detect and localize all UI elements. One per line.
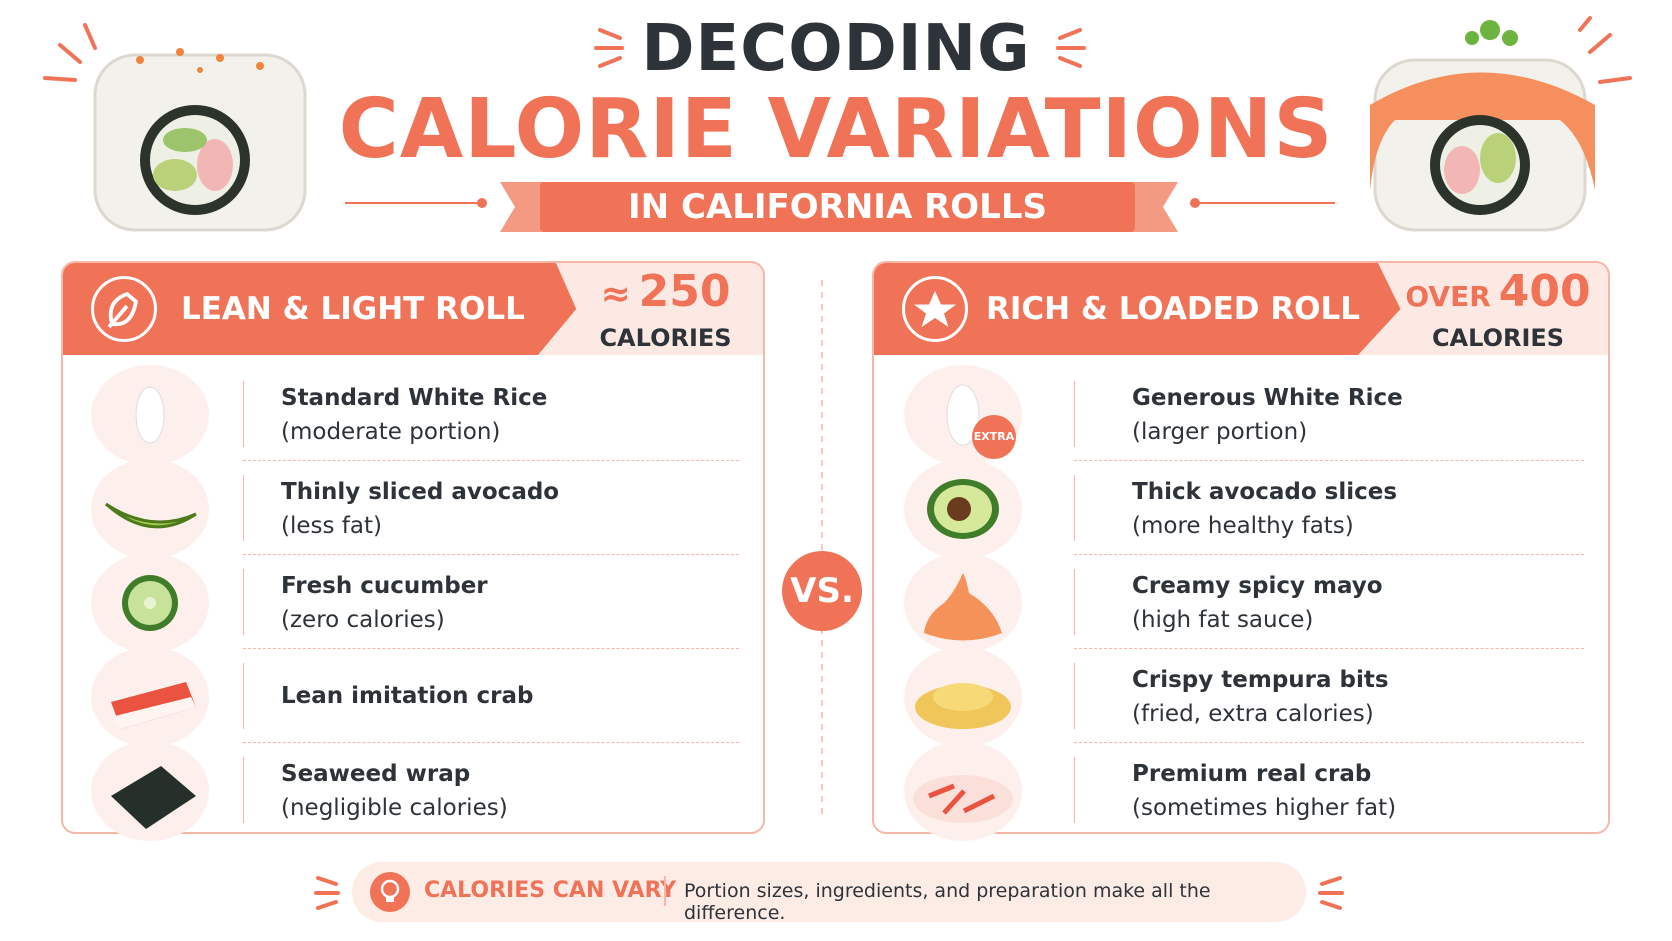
subtitle-ribbon: IN CALIFORNIA ROLLS <box>540 182 1135 232</box>
ingredient-row: Standard White Rice (moderate portion) <box>63 365 763 465</box>
panel-icon-graphic <box>914 291 956 327</box>
ingredient-graphic <box>946 384 980 446</box>
calorie-prefix: OVER <box>1405 280 1491 313</box>
row-separator <box>243 475 244 541</box>
row-separator <box>1074 663 1075 729</box>
ingredient-icon <box>904 553 1022 653</box>
footer-text: Portion sizes, ingredients, and preparat… <box>684 880 1211 924</box>
ingredient-row: Premium real crab (sometimes higher fat) <box>874 741 1608 841</box>
ingredient-graphic <box>122 575 178 631</box>
ingredient-graphic <box>915 683 1011 729</box>
panel-icon <box>91 276 157 342</box>
row-divider <box>1074 460 1584 461</box>
ingredient-icon <box>904 647 1022 747</box>
ingredient-name: Generous White Rice <box>1132 385 1403 411</box>
ingredient-note: (negligible calories) <box>281 795 508 821</box>
calorie-line: ≈250 <box>538 269 763 324</box>
ingredient-name: Crispy tempura bits <box>1132 667 1389 693</box>
ingredient-note: (moderate portion) <box>281 419 501 445</box>
ingredient-graphic <box>924 573 1002 641</box>
footer-divider <box>664 876 666 906</box>
ingredient-row: Thick avocado slices (more healthy fats) <box>874 459 1608 559</box>
ingredient-name: Premium real crab <box>1132 761 1372 787</box>
ingredient-name: Standard White Rice <box>281 385 548 411</box>
ingredient-graphic <box>111 766 196 829</box>
ingredient-icon <box>91 365 209 465</box>
ingredient-graphic <box>913 775 1013 823</box>
calorie-value: 250 <box>638 266 731 317</box>
ingredient-icon <box>904 741 1022 841</box>
ingredient-note: (larger portion) <box>1132 419 1308 445</box>
row-divider <box>243 742 739 743</box>
bulb-icon <box>370 872 410 912</box>
calorie-unit: CALORIES <box>1431 324 1565 352</box>
title-line-2: CALORIE VARIATIONS <box>338 82 1334 177</box>
ingredient-row: Creamy spicy mayo (high fat sauce) <box>874 553 1608 653</box>
calorie-unit: CALORIES <box>599 324 732 352</box>
calorie-box: ≈250 CALORIES <box>538 263 763 355</box>
ingredient-icon <box>904 459 1022 559</box>
row-divider <box>1074 742 1584 743</box>
ingredient-name: Thick avocado slices <box>1132 479 1398 505</box>
panel-title: RICH & LOADED ROLL <box>986 291 1361 327</box>
ingredient-graphic <box>927 479 999 539</box>
calorie-prefix: ≈ <box>600 274 631 315</box>
row-separator <box>243 663 244 729</box>
row-separator <box>1074 475 1075 541</box>
vs-badge: VS. <box>782 551 862 631</box>
ingredient-note: (less fat) <box>281 513 382 539</box>
roll-panel: LEAN & LIGHT ROLL ≈250 CALORIES Standard Wh… <box>61 261 765 841</box>
row-divider <box>243 554 739 555</box>
ingredient-name: Fresh cucumber <box>281 573 488 599</box>
row-divider <box>243 460 739 461</box>
ingredient-row: Seaweed wrap (negligible calories) <box>63 741 763 841</box>
panel-icon <box>902 276 968 342</box>
ingredient-row: EXTRA Generous White Rice (larger portion) <box>874 365 1608 465</box>
ingredient-name: Thinly sliced avocado <box>281 479 560 505</box>
row-separator <box>1074 381 1075 447</box>
ingredient-graphic <box>111 682 196 729</box>
ingredient-icon <box>91 459 209 559</box>
ingredient-name: Lean imitation crab <box>281 683 534 709</box>
ingredient-note: (zero calories) <box>281 607 445 633</box>
row-separator <box>1074 569 1075 635</box>
ingredient-note: (high fat sauce) <box>1132 607 1314 633</box>
ingredient-icon <box>91 741 209 841</box>
ingredient-row: Fresh cucumber (zero calories) <box>63 553 763 653</box>
ingredient-note: (sometimes higher fat) <box>1132 795 1397 821</box>
ingredient-name: Seaweed wrap <box>281 761 471 787</box>
row-divider <box>1074 554 1584 555</box>
row-separator <box>1074 757 1075 823</box>
ingredient-graphic <box>135 386 165 444</box>
panel-header: RICH & LOADED ROLL OVER 400 CALORIES <box>874 263 1608 355</box>
ingredient-graphic <box>105 502 197 529</box>
ingredient-note: (fried, extra calories) <box>1132 701 1374 727</box>
row-divider <box>243 648 739 649</box>
panel-title: LEAN & LIGHT ROLL <box>181 291 525 327</box>
ingredient-row: Thinly sliced avocado (less fat) <box>63 459 763 559</box>
row-separator <box>243 569 244 635</box>
ingredient-name: Creamy spicy mayo <box>1132 573 1383 599</box>
panel-icon-graphic <box>107 291 139 329</box>
panel-header: LEAN & LIGHT ROLL ≈250 CALORIES <box>63 263 763 355</box>
roll-panel: RICH & LOADED ROLL OVER 400 CALORIES EXTRA Ge… <box>872 261 1610 841</box>
row-divider <box>1074 648 1584 649</box>
footer-note: CALORIES CAN VARY Portion sizes, ingredi… <box>352 862 1306 924</box>
ingredient-row: Crispy tempura bits (fried, extra calorie… <box>874 647 1608 747</box>
ingredient-icon <box>91 553 209 653</box>
extra-tag: EXTRA <box>972 415 1016 459</box>
ingredient-icon: EXTRA <box>904 365 1022 465</box>
ingredient-note: (more healthy fats) <box>1132 513 1354 539</box>
ingredient-icon <box>91 647 209 747</box>
ingredient-row: Lean imitation crab <box>63 647 763 747</box>
calorie-line: OVER 400 <box>1358 269 1608 324</box>
calorie-value: 400 <box>1498 266 1591 317</box>
footer-label: CALORIES CAN VARY <box>424 878 677 903</box>
title-line-1: DECODING <box>641 12 1031 86</box>
calorie-box: OVER 400 CALORIES <box>1358 263 1608 355</box>
row-separator <box>243 381 244 447</box>
row-separator <box>243 757 244 823</box>
